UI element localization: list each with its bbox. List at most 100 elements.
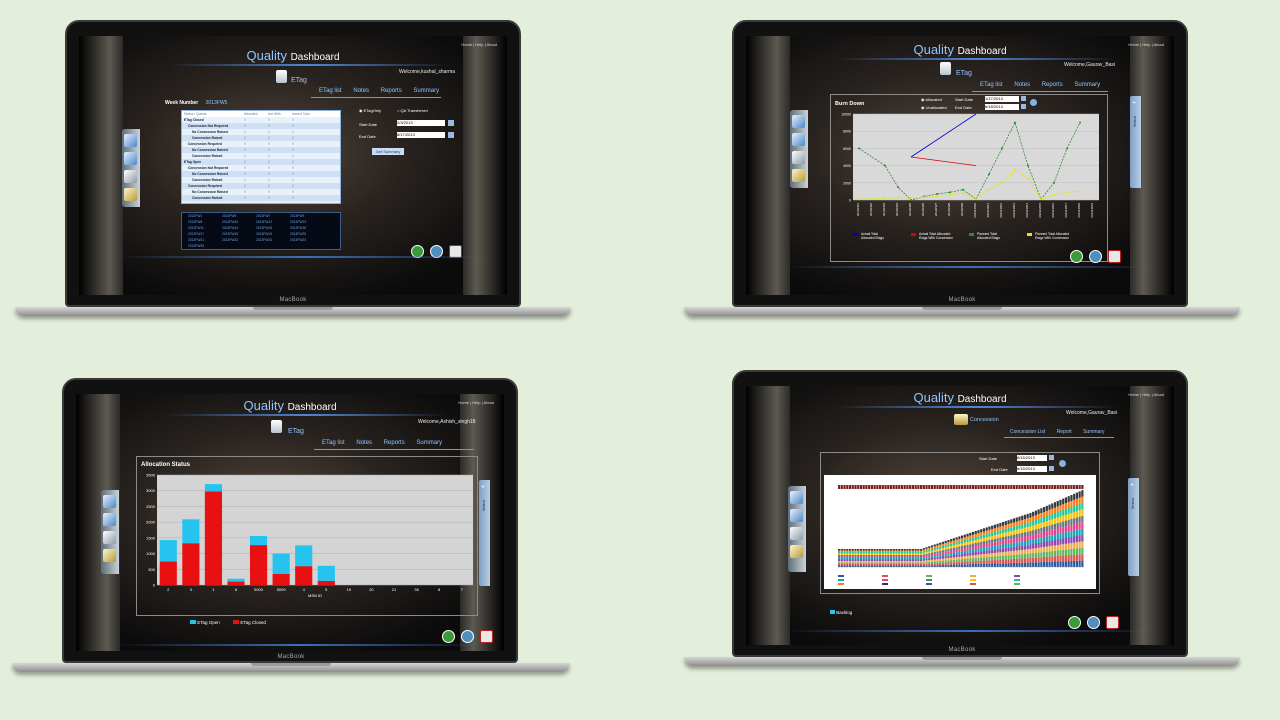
week-item[interactable]: 2013FW14	[222, 226, 239, 230]
week-item[interactable]: 2013FW5	[222, 214, 237, 218]
etag-icon[interactable]	[103, 495, 116, 508]
radio-qa-transferred[interactable]: ○ QA Transferred	[397, 108, 428, 113]
week-item[interactable]: 2013FW10	[222, 220, 239, 224]
plus-icon[interactable]: +	[481, 484, 486, 491]
tab-reports[interactable]: Reports	[1041, 82, 1063, 88]
tab-concession-list[interactable]: Concession List	[1010, 429, 1046, 435]
week-item[interactable]: 2013FW17	[188, 232, 205, 236]
top-nav[interactable]: Home | Help | About	[1128, 392, 1164, 397]
top-nav[interactable]: Home | Help | About	[461, 42, 497, 47]
report-icon[interactable]	[790, 527, 803, 540]
plus-icon[interactable]: +	[1130, 482, 1135, 489]
end-date-input[interactable]: 6/18/2013	[985, 104, 1019, 110]
refresh-icon[interactable]	[1068, 616, 1081, 630]
pdf-icon[interactable]	[1106, 616, 1119, 630]
top-nav[interactable]: Home | Help | About	[1128, 42, 1164, 47]
help-icon[interactable]	[1089, 250, 1102, 264]
document-icon[interactable]	[792, 133, 805, 146]
week-item[interactable]: 2013FW25	[188, 244, 205, 248]
tab-etag-list[interactable]: ETag list	[319, 88, 342, 94]
tab-etag-list[interactable]: ETag list	[980, 82, 1003, 88]
week-item[interactable]: 2013FW1	[188, 214, 203, 218]
week-item[interactable]: 2013FW15	[256, 226, 273, 230]
etag-icon[interactable]	[124, 134, 137, 147]
folder-icon[interactable]	[792, 169, 805, 182]
week-item[interactable]: 2013FW18	[222, 232, 239, 236]
document-icon[interactable]	[790, 509, 803, 522]
radio-etag-only[interactable]: ◉ ETagOnly	[359, 108, 381, 113]
calendar-icon[interactable]	[1021, 96, 1026, 101]
start-date-input[interactable]: 1/17/2013	[985, 96, 1019, 102]
start-date-input[interactable]: 6/15/2013	[1017, 455, 1047, 461]
stack-segment	[930, 554, 934, 557]
select-panel[interactable]: + Select	[1128, 478, 1139, 576]
refresh-icon[interactable]	[442, 630, 455, 644]
report-icon[interactable]	[103, 531, 116, 544]
tab-report[interactable]: Report	[1056, 429, 1072, 435]
week-item[interactable]: 2013FW12	[256, 220, 273, 224]
week-item[interactable]: 2013FW6	[188, 220, 203, 224]
calendar-icon[interactable]	[1021, 104, 1026, 109]
search-icon[interactable]	[1059, 460, 1066, 467]
week-item[interactable]: 2013FW7	[256, 214, 271, 218]
tab-notes[interactable]: Notes	[353, 88, 370, 94]
week-item[interactable]	[256, 243, 290, 249]
tab-reports[interactable]: Reports	[380, 88, 402, 94]
select-panel[interactable]: + Select	[479, 480, 490, 586]
tab-summary[interactable]: Summary	[413, 88, 440, 94]
week-item[interactable]	[290, 243, 324, 249]
stack-segment	[930, 561, 934, 564]
report-icon[interactable]	[792, 151, 805, 164]
folder-icon[interactable]	[790, 545, 803, 558]
week-item[interactable]: 2013FW23	[256, 238, 273, 242]
help-icon[interactable]	[1087, 616, 1100, 630]
pdf-icon[interactable]	[480, 630, 493, 644]
week-item[interactable]: 2013FW20	[290, 232, 307, 236]
refresh-icon[interactable]	[1070, 250, 1083, 264]
tab-summary[interactable]: Summary	[1074, 82, 1101, 88]
document-icon[interactable]	[124, 152, 137, 165]
week-item[interactable]: 2013FW16	[290, 226, 307, 230]
end-date-input[interactable]: 6/17/2013	[397, 132, 445, 138]
report-icon[interactable]	[124, 170, 137, 183]
tab-notes[interactable]: Notes	[356, 440, 373, 446]
etag-icon[interactable]	[792, 115, 805, 128]
top-nav[interactable]: Home | Help | About	[458, 400, 494, 405]
radio-allocated[interactable]: ◉ Allocated	[921, 97, 942, 102]
tab-etag-list[interactable]: ETag list	[322, 440, 345, 446]
stack-segment	[1010, 547, 1013, 552]
tab-summary[interactable]: Summary	[1083, 429, 1105, 435]
week-item[interactable]: 2013FW24	[290, 238, 307, 242]
week-item[interactable]: 2013FW21	[188, 238, 205, 242]
calendar-icon[interactable]	[448, 120, 454, 126]
folder-icon[interactable]	[103, 549, 116, 562]
get-summary-button[interactable]: Get Summary	[372, 148, 404, 155]
radio-unallocated[interactable]: ◉ Unallocated	[921, 105, 947, 110]
calendar-icon[interactable]	[448, 132, 454, 138]
week-item[interactable]: 2013FW13	[290, 220, 307, 224]
document-icon[interactable]	[103, 513, 116, 526]
start-date-input[interactable]: 2/3/2013	[397, 120, 445, 126]
end-date-input[interactable]: 6/15/2013	[1017, 466, 1047, 472]
week-item[interactable]: 2013FW11	[188, 226, 204, 230]
tab-notes[interactable]: Notes	[1014, 82, 1031, 88]
help-icon[interactable]	[461, 630, 474, 644]
week-item[interactable]: 2013FW19	[256, 232, 273, 236]
stack-segment	[838, 556, 841, 558]
week-item[interactable]: 2013FW22	[222, 238, 239, 242]
week-list[interactable]: 2013FW1 2013FW5 2013FW7 2013FW9 2013FW6 2013F…	[181, 212, 341, 250]
calendar-icon[interactable]	[1049, 455, 1054, 460]
concession-icon	[954, 414, 968, 425]
week-item[interactable]: 2013FW9	[290, 214, 305, 218]
calendar-icon[interactable]	[1049, 466, 1054, 471]
folder-icon[interactable]	[124, 188, 137, 201]
stack-segment	[1075, 523, 1078, 530]
pdf-icon[interactable]	[1108, 250, 1121, 264]
search-icon[interactable]	[1030, 99, 1037, 106]
etag-icon[interactable]	[790, 491, 803, 504]
week-item[interactable]	[222, 243, 256, 249]
tab-summary[interactable]: Summary	[416, 440, 443, 446]
plus-icon[interactable]: +	[1132, 100, 1137, 107]
tab-reports[interactable]: Reports	[383, 440, 405, 446]
select-panel[interactable]: + Select	[1130, 96, 1141, 188]
